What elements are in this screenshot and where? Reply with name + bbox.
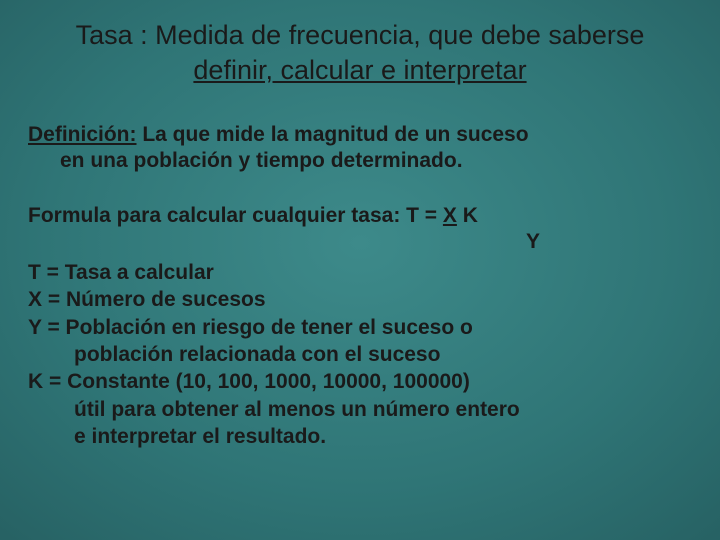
definition-label: Definición:: [28, 123, 137, 146]
title-prefix: Tasa : Medida de frecuencia, que debe sa…: [76, 20, 645, 50]
formula-prefix: Formula para calcular cualquier tasa: T …: [28, 204, 443, 227]
legend-k1: K = Constante (10, 100, 1000, 10000, 100…: [28, 368, 692, 395]
legend-y1: Y = Población en riesgo de tener el suce…: [28, 314, 692, 341]
formula-row: Formula para calcular cualquier tasa: T …: [28, 204, 478, 227]
definition-line1: La que mide la magnitud de un suceso: [137, 123, 529, 146]
formula-x: X: [443, 204, 457, 227]
legend-k3: e interpretar el resultado.: [28, 423, 692, 450]
formula-y: Y: [28, 229, 692, 255]
definition-line2: en una población y tiempo determinado.: [28, 148, 692, 174]
slide-title: Tasa : Medida de frecuencia, que debe sa…: [28, 18, 692, 88]
formula-k: K: [457, 204, 478, 227]
legend-x: X = Número de sucesos: [28, 286, 692, 313]
legend-block: T = Tasa a calcular X = Número de suceso…: [28, 259, 692, 450]
formula-block: Formula para calcular cualquier tasa: T …: [28, 203, 692, 256]
legend-t: T = Tasa a calcular: [28, 259, 692, 286]
legend-k2: útil para obtener al menos un número ent…: [28, 396, 692, 423]
legend-y2: población relacionada con el suceso: [28, 341, 692, 368]
title-underlined: definir, calcular e interpretar: [193, 55, 526, 85]
definition-block: Definición: La que mide la magnitud de u…: [28, 122, 692, 175]
